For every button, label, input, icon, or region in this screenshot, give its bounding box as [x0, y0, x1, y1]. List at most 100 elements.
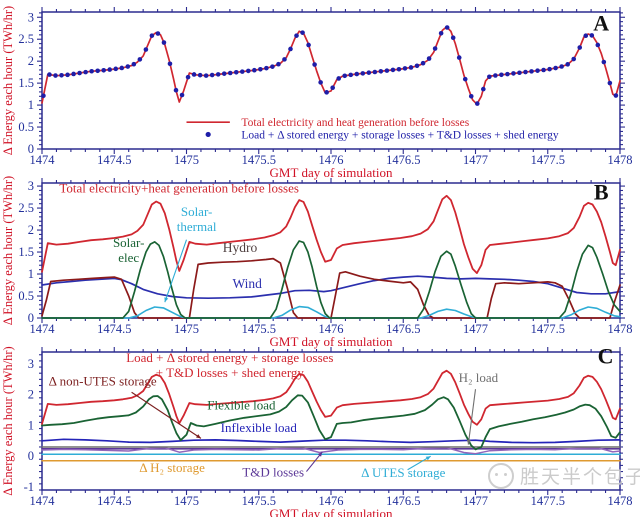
marker-load-plus-storage-dots [342, 73, 348, 79]
marker-load-plus-storage-dots [179, 92, 185, 98]
series-hydro-B [41, 257, 621, 319]
marker-load-plus-storage-dots [221, 71, 227, 76]
y-tick-label: 2.5 [18, 201, 34, 215]
marker-load-plus-storage-dots [239, 69, 245, 74]
marker-load-plus-storage-dots [601, 59, 607, 65]
y-tick-label: 1 [28, 267, 34, 281]
marker-load-plus-storage-dots [276, 61, 281, 67]
series-total-generation-B [41, 194, 621, 275]
marker-load-plus-storage-dots [547, 66, 552, 72]
marker-load-plus-storage-dots [233, 70, 239, 75]
marker-load-plus-storage-dots [553, 65, 558, 71]
marker-load-plus-storage-dots [203, 73, 209, 78]
marker-load-plus-storage-dots [517, 70, 522, 76]
marker-load-plus-storage-dots [583, 33, 589, 38]
y-axis-title-A: Δ Energy each hour (TWh/hr) [1, 6, 15, 155]
x-tick-label: 1476.5 [386, 153, 420, 167]
marker-load-plus-storage-dots [390, 67, 396, 73]
marker-load-plus-storage-dots [444, 25, 450, 30]
marker-load-plus-storage-dots [499, 72, 504, 78]
panel-letter-A: A [593, 10, 609, 35]
x-tick-label: 1475 [174, 322, 199, 336]
marker-load-plus-storage-dots [125, 64, 131, 69]
marker-load-plus-storage-dots [185, 74, 191, 80]
legend-swatch-dot [205, 131, 211, 138]
marker-load-plus-storage-dots [252, 67, 257, 73]
marker-load-plus-storage-dots [264, 65, 269, 71]
x-tick-label: 1478 [608, 494, 633, 508]
y-tick-label: 2 [28, 388, 34, 402]
marker-load-plus-storage-dots [47, 72, 52, 77]
marker-load-plus-storage-dots [282, 57, 287, 62]
legend-label: Load + Δ stored energy + storage losses … [241, 129, 559, 141]
marker-load-plus-storage-dots [493, 73, 498, 78]
marker-load-plus-storage-dots [143, 47, 149, 52]
y-tick-label: 0.5 [18, 120, 34, 134]
marker-load-plus-storage-dots [83, 69, 88, 75]
marker-load-plus-storage-dots [167, 61, 173, 67]
marker-load-plus-storage-dots [89, 68, 94, 74]
y-tick-label: 3 [28, 179, 34, 193]
marker-load-plus-storage-dots [258, 66, 263, 72]
marker-load-plus-storage-dots [354, 71, 360, 77]
marker-load-plus-storage-dots [119, 65, 125, 71]
x-tick-label: 1476 [319, 153, 344, 167]
marker-load-plus-storage-dots [384, 68, 390, 73]
load-total-label: + T&D losses + shed energy [156, 365, 305, 380]
x-tick-label: 1475 [174, 153, 199, 167]
y-tick-label: 2 [28, 223, 34, 237]
y-tick-label: 1 [28, 418, 34, 432]
marker-load-plus-storage-dots [372, 69, 378, 75]
x-tick-label: 1474.5 [97, 153, 131, 167]
panel-letter-C: C [598, 343, 614, 368]
h2-storage-label: Δ H₂ storage [139, 460, 205, 475]
x-tick-label: 1474 [30, 322, 56, 336]
solar-thermal-label-arrowhead [164, 297, 169, 303]
marker-load-plus-storage-dots [438, 30, 444, 36]
marker-load-plus-storage-dots [288, 46, 293, 52]
marker-load-plus-storage-dots [101, 67, 107, 73]
marker-load-plus-storage-dots [173, 87, 179, 93]
solar-elec-label: elec [118, 250, 139, 265]
x-tick-label: 1475 [174, 494, 199, 508]
series-inflexible-load-C [41, 438, 621, 444]
marker-load-plus-storage-dots [336, 76, 342, 81]
td-losses-label: T&D losses [242, 464, 304, 479]
series-load-total-C [41, 369, 621, 426]
marker-load-plus-storage-dots [197, 72, 203, 78]
hydro-label: Hydro [223, 240, 258, 255]
h2-load-label-arrow [467, 389, 477, 445]
marker-load-plus-storage-dots [270, 64, 275, 69]
x-tick-label: 1476 [319, 494, 344, 508]
marker-load-plus-storage-dots [607, 80, 613, 86]
y-tick-label: 1.5 [18, 245, 34, 259]
h2-load-label: H₂ load [459, 370, 499, 385]
x-tick-label: 1477.5 [531, 153, 565, 167]
utes-storage-label-arrowhead [425, 456, 431, 461]
series-non-utes-storage-C [41, 446, 621, 455]
x-tick-label: 1476.5 [386, 322, 420, 336]
x-tick-label: 1475.5 [242, 322, 276, 336]
x-tick-label: 1474 [30, 153, 56, 167]
solar-thermal-label: Solar- [181, 204, 213, 219]
y-tick-label: 0 [28, 311, 34, 325]
non-utes-label-arrow [131, 391, 202, 439]
marker-load-plus-storage-dots [137, 57, 143, 62]
legend-label: Total electricity and heat generation be… [241, 117, 469, 129]
marker-load-plus-storage-dots [420, 60, 426, 66]
x-tick-label: 1474.5 [97, 322, 131, 336]
marker-load-plus-storage-dots [330, 85, 335, 91]
y-tick-label: 2 [28, 54, 34, 68]
total-generation-label: Total electricity+heat generation before… [59, 181, 299, 196]
utes-storage-label: Δ UTES storage [361, 465, 445, 480]
y-axis-title-C: Δ Energy each hour (TWh/hr) [1, 346, 15, 495]
series-solar-elec-B [41, 240, 621, 319]
marker-load-plus-storage-dots [396, 66, 402, 72]
marker-load-plus-storage-dots [487, 74, 492, 80]
x-tick-label: 1478 [608, 322, 633, 336]
inflexible-load-label: Inflexible load [221, 420, 298, 435]
marker-load-plus-storage-dots [426, 56, 432, 61]
marker-load-plus-storage-dots [246, 68, 251, 74]
